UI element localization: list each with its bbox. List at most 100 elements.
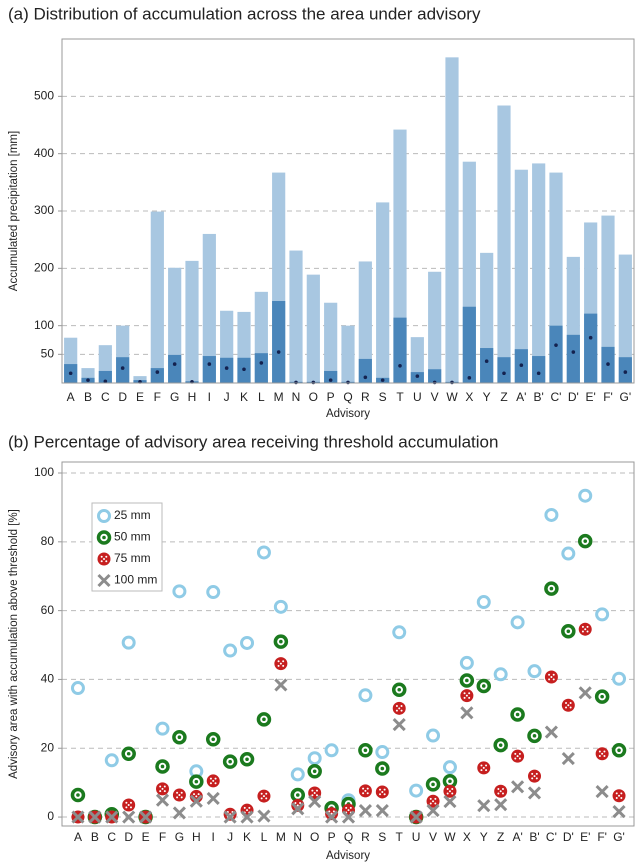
marker-part xyxy=(228,759,232,764)
x-tick-label: Y xyxy=(483,390,491,404)
mean-dot xyxy=(103,379,108,384)
marker-part xyxy=(477,799,491,813)
marker-part xyxy=(460,706,474,720)
marker-part xyxy=(429,797,432,800)
x-tick-label: W xyxy=(446,390,458,404)
marker-part xyxy=(177,735,182,740)
point xyxy=(290,767,305,782)
plot-border xyxy=(61,461,635,827)
x-tick-label: R xyxy=(361,830,370,844)
marker-part xyxy=(569,701,572,704)
mean-dot xyxy=(276,350,281,354)
marker-part xyxy=(584,628,587,631)
marker-part xyxy=(176,791,179,794)
point xyxy=(375,761,390,776)
marker-part xyxy=(511,780,525,794)
marker-part xyxy=(240,810,254,824)
marker-part xyxy=(364,789,367,792)
x-tick-label: S xyxy=(379,390,387,404)
point xyxy=(70,681,85,696)
marker-part xyxy=(260,797,263,800)
x-tick-label: E' xyxy=(586,390,596,404)
point xyxy=(342,803,355,817)
marker-part xyxy=(535,772,538,775)
point xyxy=(561,752,575,766)
x-tick-label: K xyxy=(240,390,248,404)
point xyxy=(223,810,237,824)
marker-part xyxy=(328,810,331,813)
marker-part xyxy=(595,607,610,622)
point xyxy=(274,678,288,692)
marker-part xyxy=(565,706,568,709)
y-tick-label: 50 xyxy=(41,347,55,361)
marker-part xyxy=(544,507,559,522)
x-tick-label: F' xyxy=(597,830,607,844)
marker-part xyxy=(548,678,551,681)
marker-part xyxy=(248,806,251,809)
marker-part xyxy=(277,664,280,667)
point xyxy=(240,803,254,817)
marker-part xyxy=(296,804,299,807)
point xyxy=(257,809,271,823)
marker-part xyxy=(214,782,217,785)
marker-part xyxy=(163,785,166,788)
mean-dot xyxy=(380,378,385,382)
mean-dot xyxy=(346,380,350,385)
point xyxy=(561,698,575,712)
marker-part xyxy=(76,793,80,797)
marker-part xyxy=(375,745,390,760)
x-tick-label: V xyxy=(429,830,437,844)
x-tick-label: F xyxy=(154,390,161,404)
marker-part xyxy=(161,787,164,790)
point xyxy=(291,802,305,816)
point xyxy=(510,615,525,630)
point xyxy=(544,507,559,522)
x-tick-label: H xyxy=(188,390,197,404)
legend-marker xyxy=(96,530,112,545)
point xyxy=(205,732,221,747)
plot-border xyxy=(61,38,635,384)
mean-dot xyxy=(68,371,73,376)
marker-part xyxy=(180,791,183,794)
point xyxy=(256,712,272,727)
marker-part xyxy=(195,795,198,798)
bar xyxy=(393,317,407,383)
marker-part xyxy=(279,662,282,665)
legend-label: 25 mm xyxy=(114,508,151,522)
marker-part xyxy=(291,802,305,816)
marker-part xyxy=(601,752,604,755)
marker-part xyxy=(431,782,435,787)
marker-part xyxy=(345,806,348,809)
mean-dot xyxy=(502,371,506,376)
mean-dot xyxy=(588,335,593,340)
marker-part xyxy=(279,639,283,644)
point xyxy=(324,743,339,758)
marker-part xyxy=(395,709,398,712)
x-tick-label: O xyxy=(309,390,318,404)
marker-part xyxy=(172,584,187,599)
point xyxy=(595,747,609,761)
marker-part xyxy=(567,704,570,707)
marker-part xyxy=(426,728,441,743)
point xyxy=(71,810,85,824)
x-tick-label: C' xyxy=(546,830,557,844)
marker-part xyxy=(159,785,162,788)
marker-part xyxy=(100,560,103,563)
bar xyxy=(532,356,546,383)
marker-part xyxy=(262,795,265,798)
point xyxy=(494,798,508,812)
bar xyxy=(306,274,320,383)
point xyxy=(105,810,119,824)
marker-part xyxy=(600,694,604,699)
marker-part xyxy=(311,794,314,797)
point xyxy=(155,793,170,807)
legend-label: 75 mm xyxy=(114,551,151,565)
marker-part xyxy=(290,767,305,782)
mean-dot xyxy=(415,374,420,378)
x-tick-label: F xyxy=(159,830,166,844)
point xyxy=(307,751,322,766)
marker-part xyxy=(206,791,220,806)
mean-dot xyxy=(259,361,264,365)
marker-part xyxy=(535,777,538,780)
x-tick-label: D xyxy=(124,830,133,844)
